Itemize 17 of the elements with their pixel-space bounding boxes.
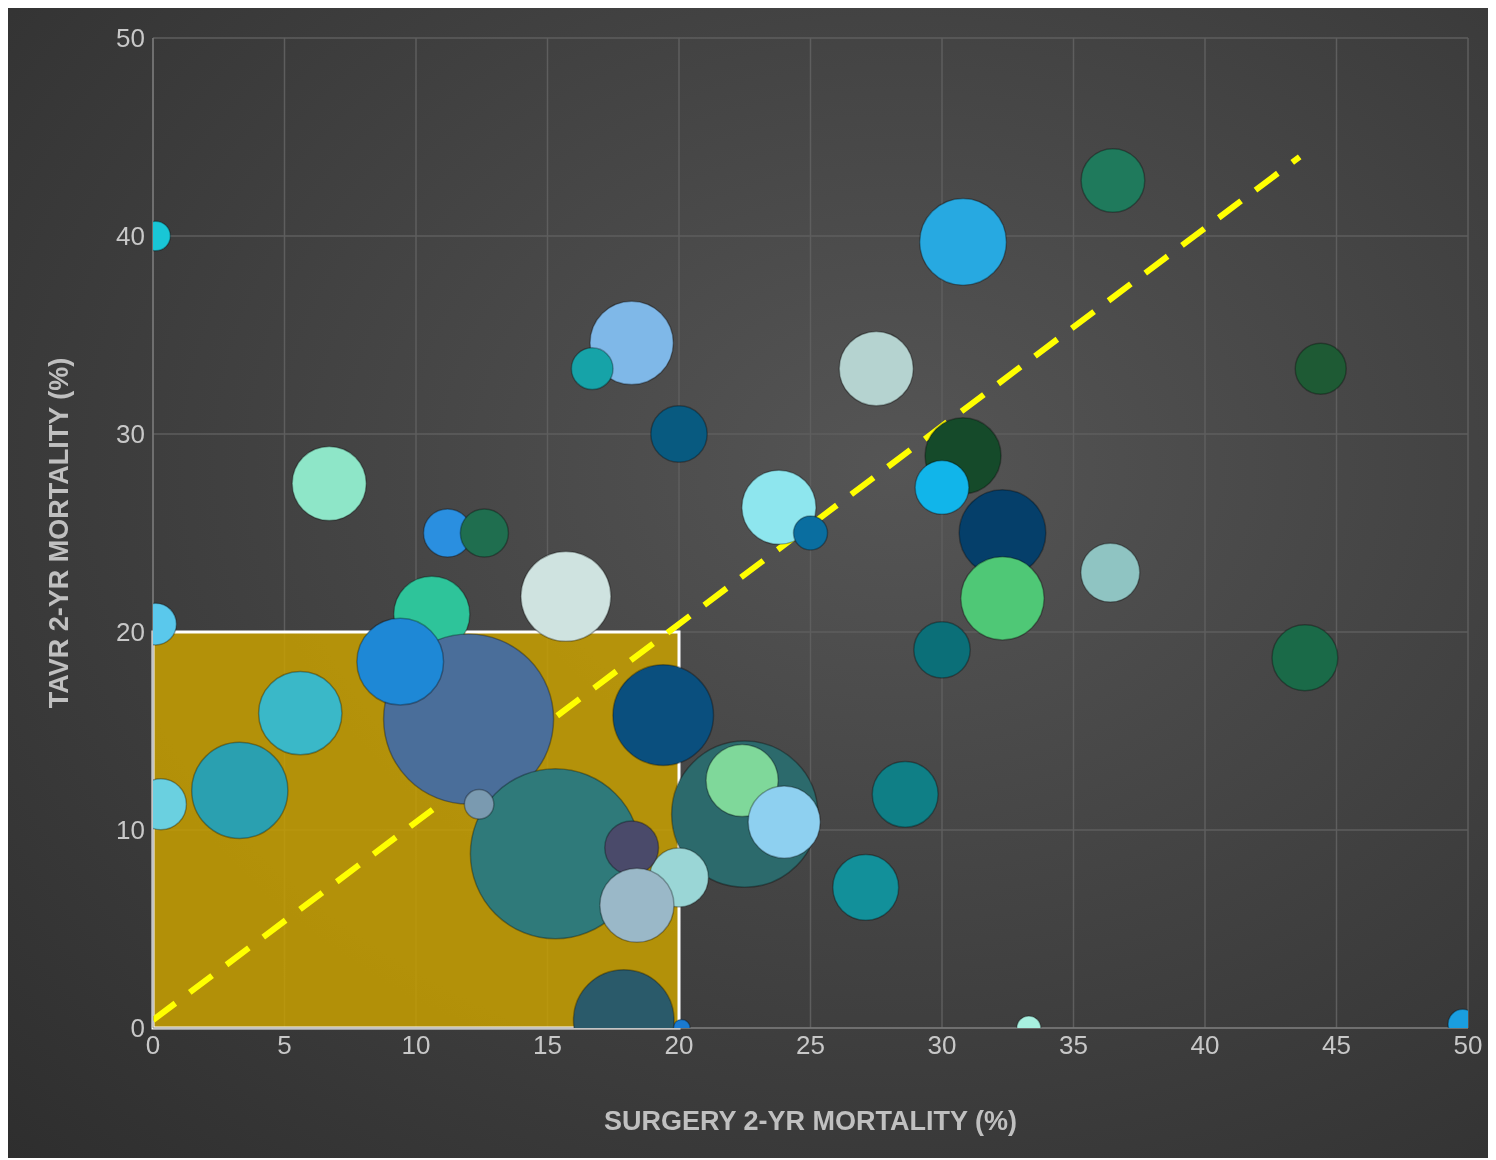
x-tick-label: 10 <box>401 1030 431 1061</box>
x-tick-label: 15 <box>533 1030 562 1061</box>
x-tick-label: 35 <box>1059 1030 1088 1061</box>
x-axis-title: SURGERY 2-YR MORTALITY (%) <box>603 1106 1018 1136</box>
y-tick-label: 40 <box>116 221 145 252</box>
x-tick-label: 5 <box>277 1030 292 1061</box>
y-tick-label: 30 <box>116 419 145 450</box>
x-tick-label: 40 <box>1190 1030 1220 1061</box>
x-tick-label: 45 <box>1322 1030 1351 1061</box>
x-tick-label: 30 <box>927 1030 957 1061</box>
y-tick-label: 20 <box>116 617 145 648</box>
y-tick-label: 10 <box>116 815 145 846</box>
y-axis-title: TAVR 2-YR MORTALITY (%) <box>43 357 74 709</box>
x-tick-label: 20 <box>664 1030 694 1061</box>
y-tick-label: 50 <box>116 23 145 54</box>
x-tick-label: 50 <box>1453 1030 1483 1061</box>
x-tick-label: 25 <box>796 1030 825 1061</box>
